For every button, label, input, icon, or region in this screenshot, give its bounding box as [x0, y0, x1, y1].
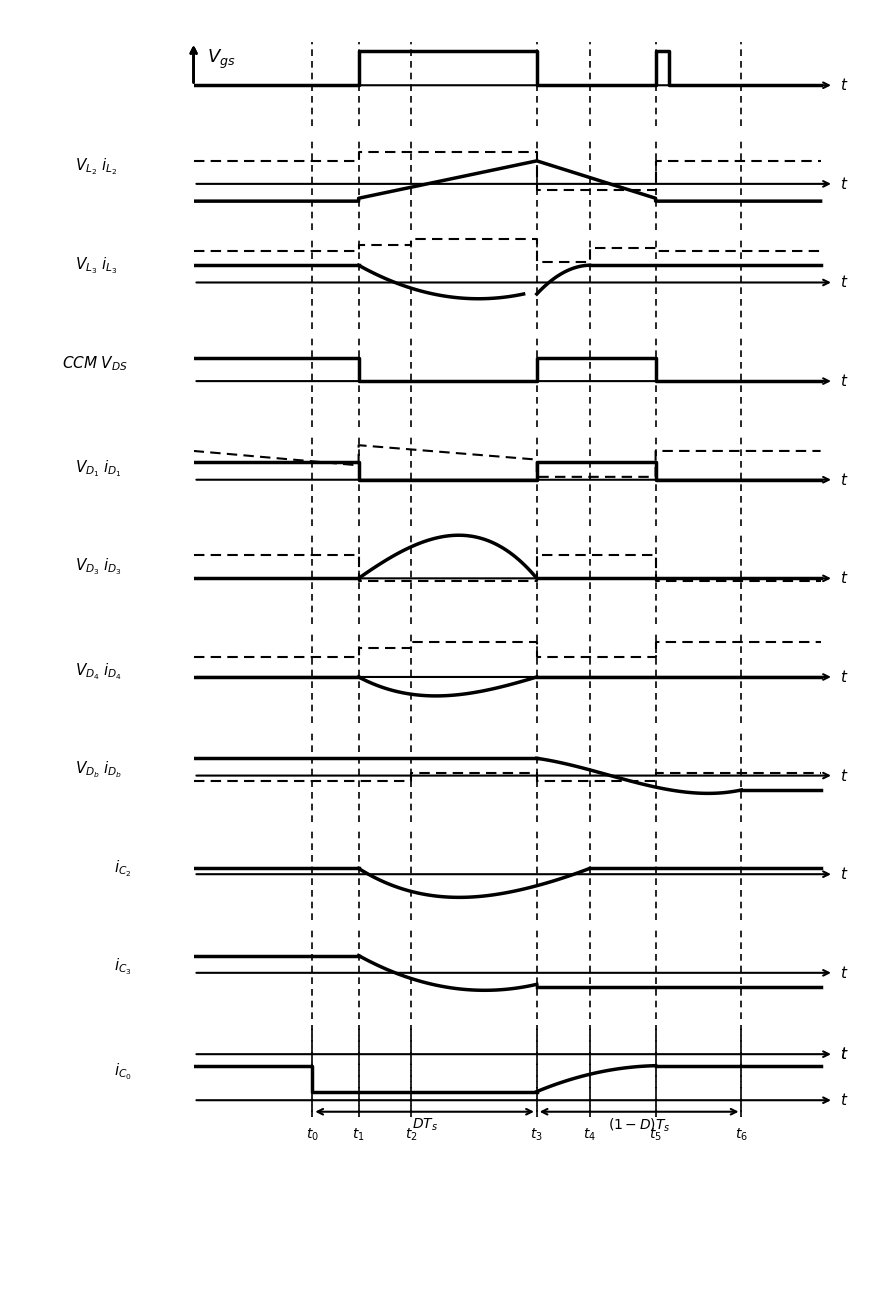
Text: $t_5$: $t_5$ — [649, 1127, 662, 1142]
Text: $t$: $t$ — [840, 669, 849, 685]
Text: $V_{D_3}\;i_{D_3}$: $V_{D_3}\;i_{D_3}$ — [75, 557, 121, 578]
Text: $t$: $t$ — [840, 1046, 849, 1063]
Text: $t_2$: $t_2$ — [405, 1127, 418, 1142]
Text: $t_0$: $t_0$ — [306, 1127, 319, 1142]
Text: $V_{gs}$: $V_{gs}$ — [207, 48, 236, 71]
Text: $t$: $t$ — [840, 472, 849, 488]
Text: $t$: $t$ — [840, 965, 849, 980]
Text: $t_3$: $t_3$ — [531, 1127, 543, 1142]
Text: $V_{D_b}\;i_{D_b}$: $V_{D_b}\;i_{D_b}$ — [75, 759, 122, 780]
Text: $t$: $t$ — [840, 1046, 849, 1063]
Text: $V_{D_1}\;i_{D_1}$: $V_{D_1}\;i_{D_1}$ — [75, 457, 121, 478]
Text: $V_{D_4}\;i_{D_4}$: $V_{D_4}\;i_{D_4}$ — [75, 661, 121, 681]
Text: $i_{C_3}$: $i_{C_3}$ — [114, 957, 132, 978]
Text: $t$: $t$ — [840, 176, 849, 192]
Text: $t_6$: $t_6$ — [735, 1127, 748, 1142]
Text: $i_{C_2}$: $i_{C_2}$ — [114, 859, 132, 878]
Text: $V_{L_3}\;i_{L_3}$: $V_{L_3}\;i_{L_3}$ — [75, 255, 117, 276]
Text: $t$: $t$ — [840, 372, 849, 389]
Text: $t_4$: $t_4$ — [583, 1127, 596, 1142]
Text: $t$: $t$ — [840, 77, 849, 93]
Text: $CCM\;V_{DS}$: $CCM\;V_{DS}$ — [62, 354, 128, 374]
Text: $t$: $t$ — [840, 767, 849, 784]
Text: $t_1$: $t_1$ — [352, 1127, 365, 1142]
Text: $t$: $t$ — [840, 274, 849, 290]
Text: $DT_s$: $DT_s$ — [412, 1116, 437, 1133]
Text: $t$: $t$ — [840, 867, 849, 882]
Text: $V_{L_2}\;i_{L_2}$: $V_{L_2}\;i_{L_2}$ — [75, 157, 117, 176]
Text: $t$: $t$ — [840, 570, 849, 587]
Text: $t$: $t$ — [840, 1093, 849, 1108]
Text: $(1-D)T_s$: $(1-D)T_s$ — [608, 1116, 671, 1133]
Text: $i_{C_0}$: $i_{C_0}$ — [114, 1061, 132, 1082]
